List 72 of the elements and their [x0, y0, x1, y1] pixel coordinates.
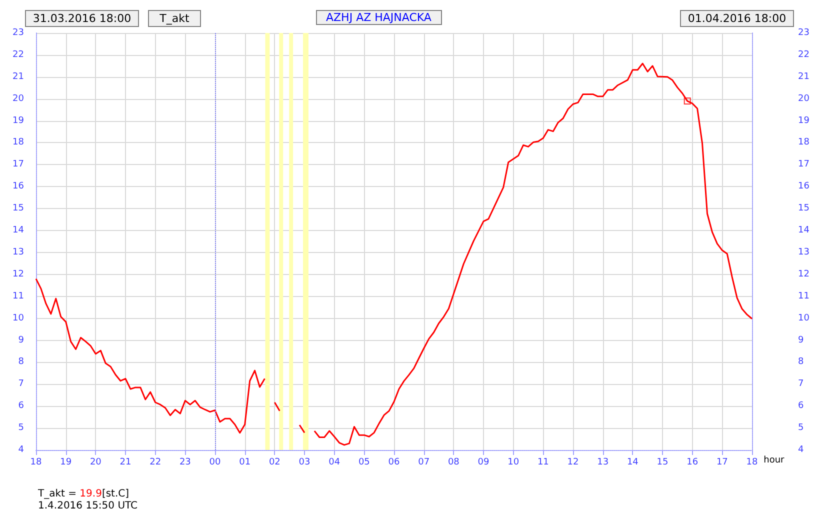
x-tick-label: 23: [179, 458, 191, 468]
x-tick-label: 06: [388, 458, 400, 468]
x-tick-label: 07: [418, 458, 430, 468]
y2-tick-label: 14: [12, 226, 24, 236]
x-tick-label: 14: [626, 458, 639, 468]
y-tick-label: 9: [798, 335, 804, 346]
y2-tick-label: 19: [12, 116, 24, 126]
y-tick-label: 17: [798, 160, 810, 170]
y2-tick-label: 21: [12, 72, 24, 82]
x-tick-label: 22: [150, 458, 162, 468]
y2-tick-label: 20: [12, 94, 24, 104]
x-tick-label: 18: [746, 458, 758, 468]
y-tick-label: 4: [798, 445, 804, 455]
y2-tick-label: 8: [18, 357, 24, 368]
y2-tick-label: 15: [12, 204, 24, 214]
x-tick-label: 17: [716, 458, 728, 468]
y-tick-label: 8: [798, 357, 804, 368]
x-tick-label: 01: [239, 458, 251, 468]
x-tick-label: 04: [328, 458, 340, 468]
y2-tick-label: 13: [12, 247, 24, 258]
y2-tick-label: 9: [18, 335, 24, 346]
x-tick-label: 00: [209, 458, 221, 468]
text: 01.04.2016 18:00: [688, 12, 786, 25]
text: T_akt = 19.9[st.C]: [37, 488, 130, 500]
y-tick-label: 5: [798, 423, 804, 434]
y2-tick-label: 22: [12, 50, 24, 60]
y2-tick-label: 16: [12, 182, 24, 192]
y-tick-label: 6: [798, 401, 804, 412]
y-tick-label: 18: [798, 138, 810, 148]
text: 31.03.2016 18:00: [32, 12, 132, 25]
y-tick-label: 19: [798, 116, 810, 126]
x-tick-label: 19: [60, 458, 72, 468]
x-tick-label: 02: [268, 458, 280, 468]
y-tick-label: 21: [798, 72, 810, 82]
x-tick-label: 16: [686, 458, 698, 468]
y2-tick-label: 18: [12, 138, 24, 148]
y2-tick-label: 11: [12, 291, 24, 302]
x-tick-label: 20: [90, 458, 102, 468]
x-tick-label: 13: [597, 458, 609, 468]
y2-tick-label: 23: [12, 28, 24, 38]
x-tick-label: 12: [567, 458, 579, 468]
x-tick-label: 09: [478, 458, 490, 468]
y2-tick-label: 6: [18, 401, 24, 412]
chart-title: AZHJ AZ HAJNACKA: [326, 11, 432, 24]
x-tick-label: 05: [358, 458, 370, 468]
x-tick-label: 11: [537, 458, 549, 468]
y2-tick-label: 17: [12, 160, 24, 170]
y-tick-label: 14: [798, 226, 810, 236]
y2-tick-label: 10: [12, 313, 24, 324]
y-tick-label: 13: [798, 247, 810, 258]
y-tick-label: 11: [798, 291, 810, 302]
y-tick-label: 23: [798, 28, 810, 38]
x-tick-label: 21: [120, 458, 132, 468]
chart-subtitle: T_akt: [158, 12, 190, 25]
y-tick-label: 15: [798, 204, 810, 214]
y-tick-label: 20: [798, 94, 810, 104]
y-tick-label: 10: [798, 313, 810, 324]
y-tick-label: 7: [798, 379, 804, 390]
y2-tick-label: 5: [18, 423, 24, 434]
text: 1.4.2016 15:50 UTC: [38, 500, 138, 512]
y-tick-label: 12: [798, 269, 810, 280]
x-tick-label: 10: [508, 458, 520, 468]
x-axis-title: hour: [764, 456, 785, 466]
y2-tick-label: 7: [18, 379, 24, 390]
y-tick-label: 22: [798, 50, 810, 60]
y2-tick-label: 4: [18, 445, 24, 455]
x-tick-label: 15: [656, 458, 668, 468]
x-tick-label: 03: [298, 458, 310, 468]
y2-tick-label: 12: [12, 269, 24, 280]
x-tick-label: 08: [448, 458, 460, 468]
y-tick-label: 16: [798, 182, 810, 192]
x-tick-label: 18: [30, 458, 42, 468]
